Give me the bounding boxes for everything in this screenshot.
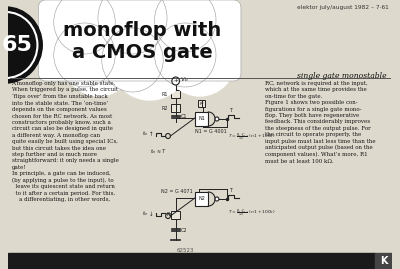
Text: 62523: 62523 [176,248,194,253]
Text: K: K [380,256,387,266]
Text: 65: 65 [2,35,33,55]
Text: $T = \frac{R_1 \cdot C_1}{1.5} \cdot (n1 + 100k)$: $T = \frac{R_1 \cdot C_1}{1.5} \cdot (n1… [228,131,275,143]
Text: N2: N2 [198,196,205,201]
Circle shape [62,20,135,96]
Text: R2: R2 [162,105,168,111]
Text: C1: C1 [180,115,187,119]
Text: A monoflop only has one stable state.
When triggered by a pulse, the circuit
‘fl: A monoflop only has one stable state. Wh… [12,81,118,202]
Bar [8,253,375,269]
Text: N1 = G 4001: N1 = G 4001 [195,129,227,134]
Text: C2: C2 [180,228,187,232]
Bar [198,100,206,107]
Circle shape [163,20,236,96]
Text: elektor july/august 1982 – 7·61: elektor july/august 1982 – 7·61 [297,5,389,10]
Text: monoflop with: monoflop with [63,22,221,41]
Text: R1: R1 [162,91,168,97]
Bar [375,253,392,269]
Circle shape [0,7,42,83]
Text: $t_{in}$: $t_{in}$ [142,210,149,218]
Circle shape [110,0,190,67]
Text: Rc: Rc [167,213,173,218]
Text: $\uparrow$: $\uparrow$ [147,129,154,139]
Bar [171,104,180,112]
Circle shape [215,117,219,121]
Text: single gate monostable: single gate monostable [297,72,387,80]
Text: $t_{in} \approx T$: $t_{in} \approx T$ [150,147,166,156]
Circle shape [215,197,219,201]
FancyBboxPatch shape [38,0,241,81]
Text: Rf: Rf [200,102,204,106]
Bar [171,90,180,98]
Text: T: T [229,188,232,193]
Circle shape [110,16,190,100]
Text: N2 = G 4071: N2 = G 4071 [161,189,193,194]
Circle shape [62,0,135,63]
Text: $\downarrow$: $\downarrow$ [147,210,154,218]
Text: RC, network is required at the input,
which at the same time provides the
on-tim: RC, network is required at the input, wh… [265,81,376,164]
Bar [195,192,208,206]
Bar [195,112,208,126]
Text: +: + [173,79,178,83]
Text: $t_{in}$: $t_{in}$ [142,130,149,139]
Bar [171,211,180,219]
Text: N1: N1 [198,116,205,122]
Text: $V_b$: $V_b$ [180,76,189,84]
Text: T: T [229,108,232,113]
Text: a CMOS gate: a CMOS gate [72,43,212,62]
Text: $T = \frac{R_1 \cdot C_1}{1.5} \cdot (n1 + 100k)$: $T = \frac{R_1 \cdot C_1}{1.5} \cdot (n1… [228,207,275,219]
Circle shape [163,0,236,63]
